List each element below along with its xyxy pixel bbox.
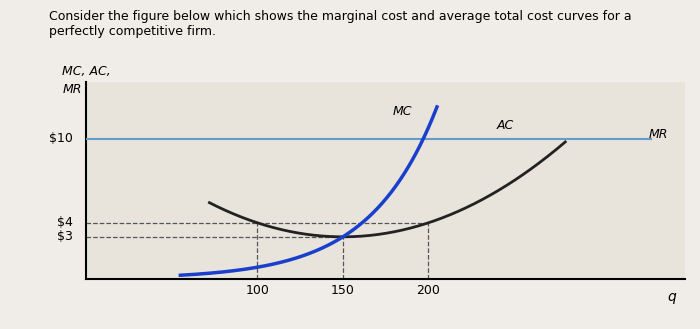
Text: $4: $4 (57, 216, 73, 229)
Text: MR: MR (648, 128, 668, 141)
Text: AC: AC (497, 118, 514, 132)
Text: MR: MR (62, 83, 82, 96)
Text: $10: $10 (49, 132, 73, 145)
Text: MC: MC (393, 105, 412, 117)
Text: q: q (668, 290, 676, 304)
Text: MC, AC,: MC, AC, (62, 65, 111, 79)
Text: $3: $3 (57, 230, 73, 243)
Text: Consider the figure below which shows the marginal cost and average total cost c: Consider the figure below which shows th… (49, 10, 631, 38)
